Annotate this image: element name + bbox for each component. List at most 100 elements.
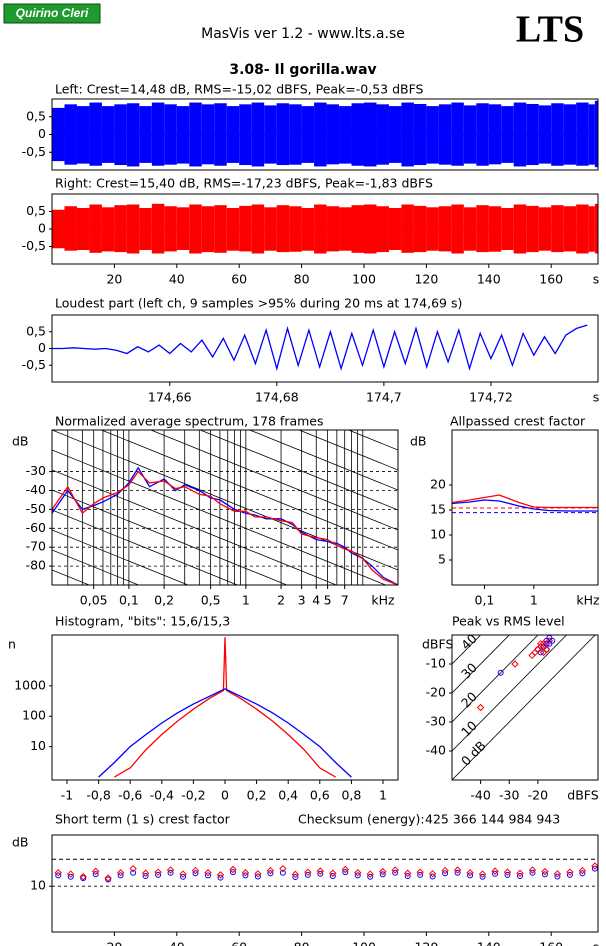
slope-line bbox=[52, 549, 140, 585]
point bbox=[304, 868, 312, 876]
slope-line bbox=[52, 509, 239, 585]
chart: Right: Crest=15,40 dB, RMS=-17,23 dBFS, … bbox=[22, 176, 600, 287]
point bbox=[404, 872, 411, 879]
plot-frame bbox=[51, 834, 599, 933]
x-tick-label: 0,8 bbox=[341, 788, 361, 803]
point bbox=[67, 873, 74, 880]
point bbox=[578, 866, 587, 875]
x-tick-label: 3 bbox=[298, 593, 306, 608]
x-tick-label: -30 bbox=[499, 788, 519, 803]
point bbox=[491, 867, 499, 875]
chart: Normalized average spectrum, 178 frames -… bbox=[12, 270, 399, 730]
x-axis-label: s bbox=[593, 272, 600, 287]
point bbox=[142, 872, 149, 879]
point bbox=[517, 872, 523, 879]
point bbox=[155, 871, 162, 878]
plot-frame bbox=[51, 98, 599, 171]
plot-frame bbox=[451, 429, 599, 586]
point bbox=[367, 873, 374, 880]
x-tick-label: 120 bbox=[414, 272, 438, 287]
point bbox=[180, 873, 187, 880]
point bbox=[254, 873, 261, 880]
point bbox=[416, 868, 424, 876]
slope-line bbox=[52, 270, 398, 410]
point bbox=[80, 875, 87, 882]
point bbox=[67, 870, 75, 878]
y-tick-label: -50 bbox=[26, 501, 46, 516]
x-tick-label: 1 bbox=[530, 593, 538, 608]
x-tick-label: 0,1 bbox=[475, 593, 495, 608]
y-axis-label: dBFS bbox=[422, 637, 453, 652]
slope-line bbox=[248, 430, 398, 491]
point bbox=[479, 873, 486, 880]
x-tick-label: -0,6 bbox=[118, 788, 142, 803]
point bbox=[528, 866, 537, 874]
plot-frame bbox=[451, 634, 599, 781]
x-tick-label: 100 bbox=[352, 940, 376, 946]
plot-area bbox=[452, 494, 598, 514]
point bbox=[591, 862, 598, 870]
point bbox=[539, 639, 548, 648]
y-tick-label: 15 bbox=[430, 502, 446, 517]
point bbox=[229, 865, 237, 874]
data-line bbox=[98, 688, 352, 778]
y-tick-label: -10 bbox=[426, 656, 446, 671]
crest-line bbox=[452, 635, 596, 780]
data-line bbox=[452, 494, 598, 509]
y-tick-label: -0,5 bbox=[22, 357, 46, 372]
point bbox=[366, 870, 374, 878]
slope-line bbox=[52, 529, 189, 585]
y-tick-label: 5 bbox=[438, 552, 446, 567]
point bbox=[429, 873, 436, 880]
point bbox=[554, 873, 561, 880]
chart: Histogram, "bits": 15,6/15,3101001000-1-… bbox=[8, 614, 399, 803]
y-tick-label: -40 bbox=[26, 482, 46, 497]
point bbox=[454, 869, 461, 876]
slope-line bbox=[52, 449, 387, 585]
plot-frame bbox=[51, 634, 399, 781]
y-axis-label: dB bbox=[410, 434, 427, 449]
point bbox=[216, 871, 225, 879]
point bbox=[217, 874, 224, 881]
data-line bbox=[52, 466, 398, 585]
point bbox=[497, 669, 504, 676]
point bbox=[116, 869, 125, 877]
point bbox=[179, 870, 187, 878]
slope-line bbox=[298, 430, 398, 471]
point bbox=[229, 869, 236, 876]
plot-frame bbox=[51, 193, 599, 265]
point bbox=[55, 872, 62, 879]
point bbox=[105, 876, 112, 883]
x-tick-label: 160 bbox=[539, 272, 563, 287]
point bbox=[503, 868, 512, 876]
data-line bbox=[452, 499, 598, 512]
point bbox=[591, 865, 598, 872]
x-tick-label: 20 bbox=[106, 940, 122, 946]
point bbox=[354, 872, 361, 879]
point bbox=[566, 868, 574, 876]
point bbox=[254, 870, 262, 878]
slope-line bbox=[52, 590, 398, 730]
x-tick-label: 0,6 bbox=[310, 788, 330, 803]
point bbox=[478, 870, 487, 878]
point bbox=[441, 866, 449, 875]
point bbox=[104, 874, 112, 882]
x-tick-label: 140 bbox=[477, 940, 501, 946]
slope-line bbox=[199, 430, 398, 511]
y-tick-label: 1000 bbox=[14, 677, 46, 692]
logo-box bbox=[3, 3, 101, 24]
x-tick-label: 0 bbox=[221, 788, 229, 803]
x-tick-label: 40 bbox=[169, 272, 185, 287]
point bbox=[141, 869, 150, 877]
point bbox=[529, 869, 536, 876]
crest-line-label: 0 dB bbox=[458, 738, 489, 769]
logo: Quirino Cleri bbox=[16, 6, 89, 20]
point bbox=[541, 867, 549, 876]
point bbox=[379, 867, 387, 876]
point bbox=[403, 869, 412, 877]
x-tick-label: 7 bbox=[341, 593, 349, 608]
slope-line bbox=[396, 430, 398, 431]
point bbox=[191, 866, 200, 875]
point bbox=[392, 869, 399, 876]
